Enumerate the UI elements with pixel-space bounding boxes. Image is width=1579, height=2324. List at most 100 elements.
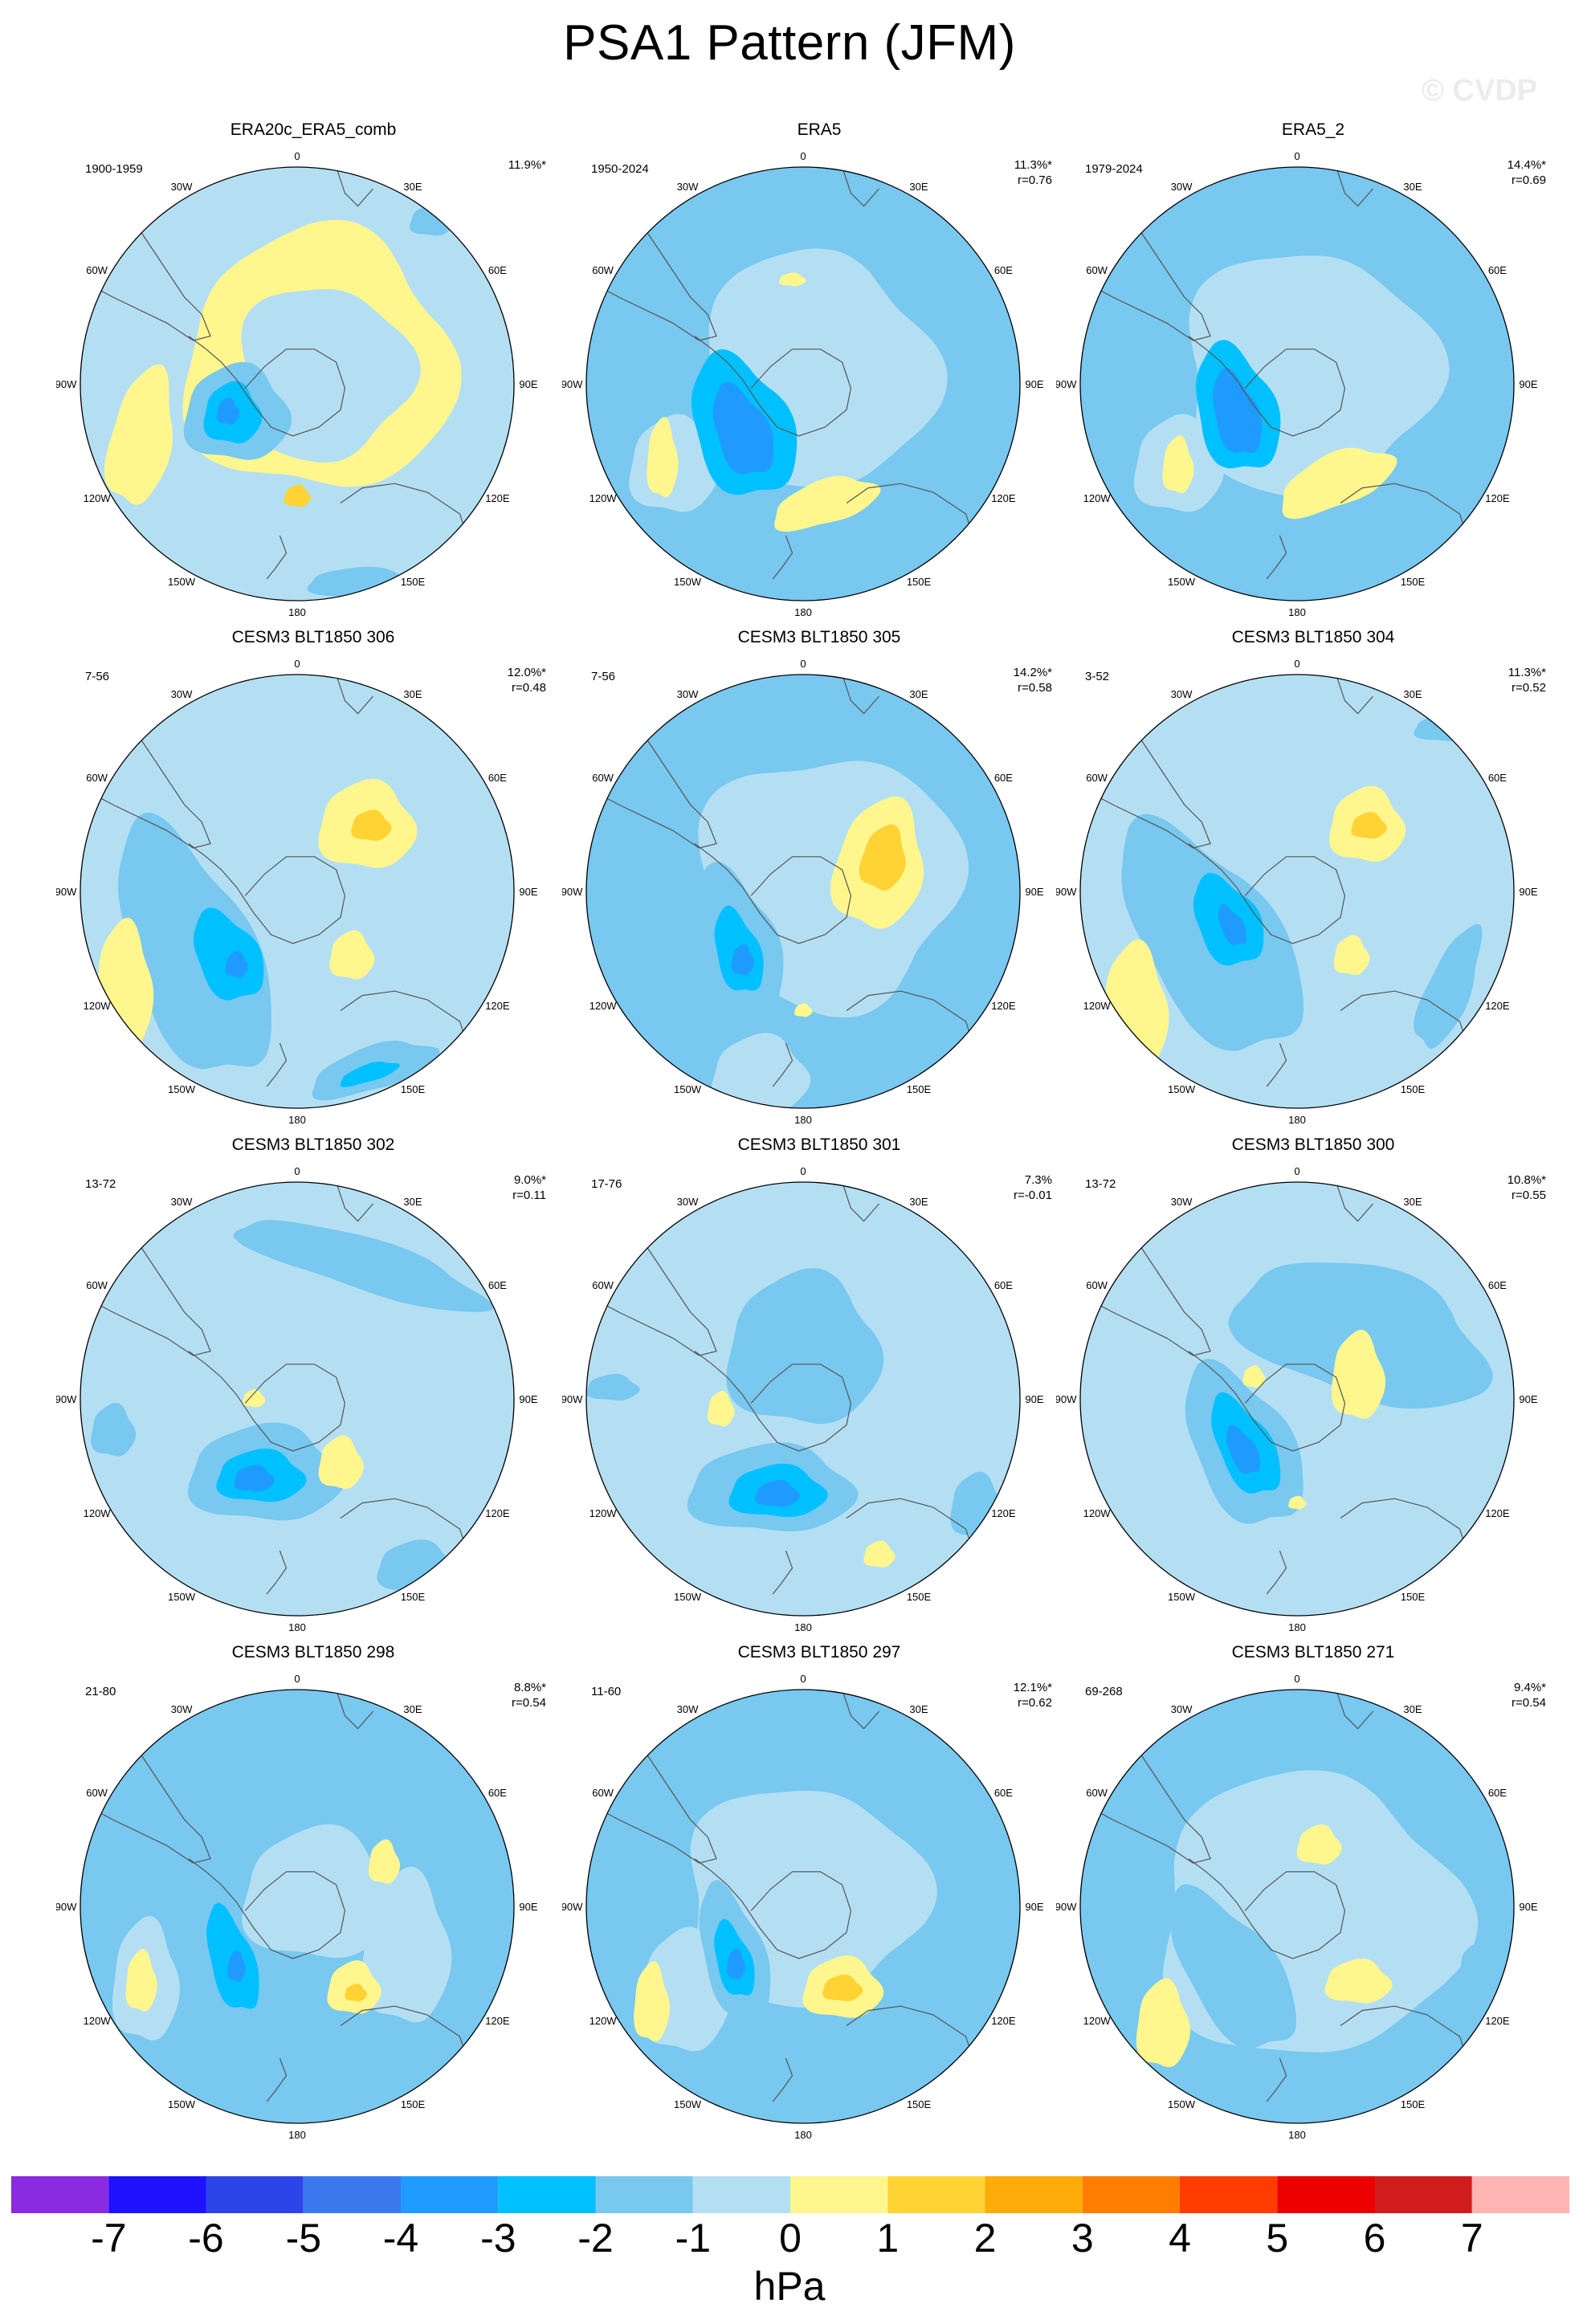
longitude-label: 150E — [401, 576, 426, 588]
coastline — [842, 1182, 879, 1222]
longitude-label: 60E — [1488, 264, 1507, 276]
panel-statistics: 9.0%* r=0.11 — [512, 1172, 546, 1203]
pattern-correlation: r=0.54 — [1512, 1696, 1546, 1710]
contour-region — [1282, 447, 1397, 520]
longitude-label: 90W — [1056, 886, 1077, 898]
longitude-label: 150W — [1168, 1591, 1196, 1603]
explained-variance: 11.3%* — [1508, 666, 1546, 679]
panel-statistics: 10.8%* r=0.55 — [1508, 1172, 1546, 1203]
longitude-label: 90W — [56, 378, 77, 390]
contour-region — [791, 2069, 882, 2097]
longitude-label: 180 — [794, 1114, 812, 1126]
longitude-label: 150W — [674, 2098, 702, 2110]
coastline — [80, 231, 211, 341]
coastline — [1336, 167, 1373, 207]
colorbar-tick: 4 — [1169, 2216, 1191, 2261]
contour-region — [125, 1949, 157, 2012]
coastline — [1188, 336, 1346, 437]
pattern-correlation: r=0.55 — [1512, 1189, 1546, 1202]
longitude-label: 90W — [562, 1901, 583, 1913]
map-border — [80, 1689, 515, 2124]
longitude-label: 60W — [592, 264, 614, 276]
longitude-label: 180 — [1288, 2129, 1306, 2141]
coastline — [336, 1690, 373, 1730]
contour-region — [731, 944, 754, 976]
coastline — [586, 739, 717, 849]
coastline — [772, 535, 794, 580]
longitude-label: 30W — [1171, 688, 1193, 700]
panel-period: 3-52 — [1085, 670, 1110, 683]
explained-variance: 11.3%* — [1014, 158, 1052, 172]
longitude-label: 30W — [171, 1196, 193, 1208]
longitude-label: 150W — [674, 576, 702, 588]
longitude-label: 30E — [1403, 1703, 1422, 1715]
panel-statistics: 9.4%* r=0.54 — [1512, 1680, 1546, 1710]
contour-region — [284, 484, 312, 508]
longitude-label: 30W — [171, 688, 193, 700]
coastline — [694, 336, 852, 437]
colorbar-swatch — [11, 2176, 109, 2213]
pattern-correlation: r=0.76 — [1018, 173, 1052, 187]
contour-region — [1459, 1943, 1491, 1988]
longitude-label: 120E — [485, 492, 510, 504]
longitude-label: 150E — [401, 1591, 426, 1603]
map-border — [80, 166, 515, 601]
contour-region — [647, 417, 679, 498]
longitude-label: 120E — [991, 2015, 1016, 2027]
panel-title: ERA5 — [797, 120, 842, 139]
longitude-label: 180 — [794, 2129, 812, 2141]
polar-map: 0 30E 60E 90E 120E 150E 180 150W 120W 90W 60W 30W — [1056, 658, 1538, 1126]
longitude-label: 30W — [171, 181, 193, 193]
longitude-label: 60E — [994, 1279, 1013, 1291]
colorbar-tick: 7 — [1460, 2216, 1483, 2261]
longitude-label: 0 — [1294, 150, 1300, 162]
longitude-label: 0 — [800, 1165, 806, 1177]
longitude-label: 60E — [994, 264, 1013, 276]
longitude-label: 0 — [1294, 1165, 1300, 1177]
longitude-label: 90W — [56, 1901, 77, 1913]
contour-region — [586, 1373, 640, 1401]
coastline — [188, 336, 346, 437]
map-border — [80, 674, 515, 1109]
longitude-label: 150E — [1401, 2098, 1426, 2110]
coastline — [1336, 675, 1373, 715]
contour-region — [216, 398, 239, 425]
longitude-label: 60W — [86, 772, 108, 784]
longitude-label: 150E — [907, 1083, 932, 1095]
longitude-label: 60E — [994, 772, 1013, 784]
coastline — [266, 1550, 288, 1595]
longitude-label: 150E — [401, 2098, 426, 2110]
panel-statistics: 14.2%* r=0.58 — [1014, 665, 1052, 695]
coastline — [188, 1858, 346, 1959]
longitude-label: 60W — [86, 1279, 108, 1291]
colorbar-unit-label: hPa — [753, 2264, 826, 2309]
longitude-label: 30W — [1171, 1703, 1193, 1715]
contour-region — [234, 1465, 275, 1492]
longitude-label: 120W — [590, 1000, 618, 1012]
contour-region — [1333, 935, 1370, 976]
colorbar-swatch — [1471, 2176, 1569, 2213]
longitude-label: 30E — [909, 1196, 928, 1208]
explained-variance: 7.3% — [1024, 1173, 1052, 1187]
coastline — [336, 167, 373, 207]
pattern-correlation: r=0.62 — [1018, 1696, 1052, 1710]
explained-variance: 9.4%* — [1513, 1681, 1546, 1694]
map-panel: CESM3 BLT1850 304 3-52 11.3%* r=0.52 0 30E 60E… — [1056, 628, 1570, 1142]
longitude-label: 120W — [84, 1507, 112, 1519]
longitude-label: 180 — [288, 1114, 306, 1126]
longitude-label: 30E — [909, 688, 928, 700]
longitude-label: 150W — [674, 1591, 702, 1603]
polar-map: 0 30E 60E 90E 120E 150E 180 150W 120W 90W 60W 30W — [1056, 150, 1538, 618]
map-border — [1079, 1689, 1515, 2124]
colorbar-swatch — [790, 2176, 888, 2213]
colorbar — [11, 2176, 1569, 2213]
coastline — [1266, 2057, 1287, 2102]
longitude-label: 120W — [1083, 2015, 1112, 2027]
contour-region — [225, 951, 248, 978]
panel-period: 7-56 — [591, 670, 616, 683]
contour-region — [227, 1950, 246, 1982]
longitude-label: 0 — [294, 1165, 300, 1177]
longitude-label: 90E — [519, 1901, 537, 1913]
coastline — [188, 1351, 346, 1452]
panel-period: 11-60 — [591, 1685, 622, 1698]
